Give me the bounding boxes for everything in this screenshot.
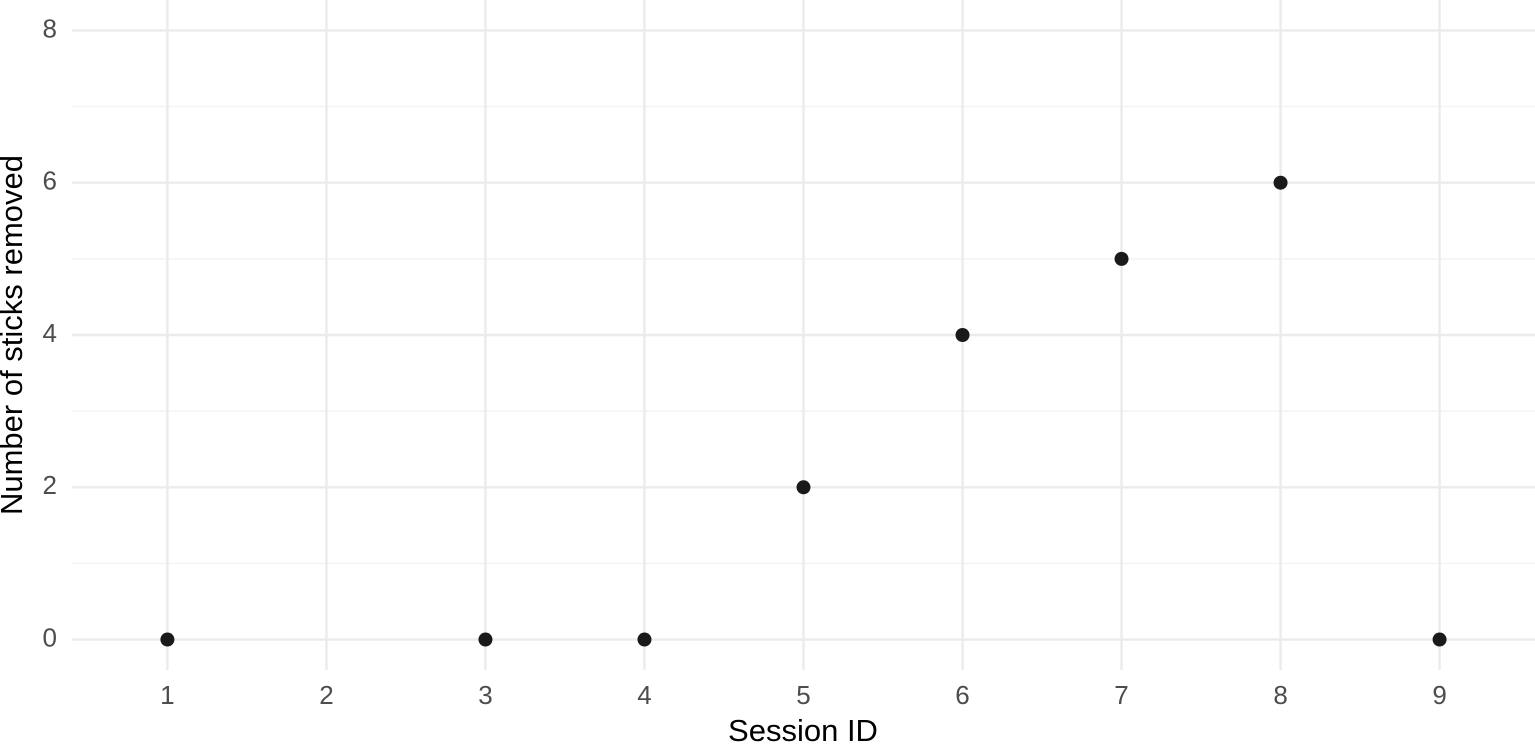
x-tick-label: 7 bbox=[1114, 680, 1128, 710]
y-tick-label: 8 bbox=[43, 13, 57, 43]
point bbox=[955, 328, 970, 342]
x-tick-label: 3 bbox=[478, 680, 492, 710]
y-tick-label: 6 bbox=[43, 166, 57, 196]
point bbox=[478, 632, 493, 647]
point bbox=[1114, 251, 1129, 266]
x-axis-title: Session ID bbox=[728, 713, 878, 745]
point bbox=[160, 632, 175, 647]
x-tick-label: 1 bbox=[160, 680, 174, 710]
point bbox=[796, 480, 811, 495]
x-tick-label: 5 bbox=[796, 680, 810, 710]
y-tick-label: 0 bbox=[43, 622, 57, 652]
x-tick-label: 8 bbox=[1273, 680, 1287, 710]
x-tick-label: 2 bbox=[319, 680, 333, 710]
y-axis-title: Number of sticks removed bbox=[0, 155, 29, 515]
y-tick-label: 4 bbox=[43, 318, 57, 348]
point bbox=[1432, 632, 1447, 647]
x-tick-label: 9 bbox=[1432, 680, 1446, 710]
point bbox=[1273, 175, 1288, 190]
x-tick-label: 4 bbox=[637, 680, 651, 710]
y-tick-label: 2 bbox=[43, 470, 57, 500]
point bbox=[637, 632, 652, 647]
x-tick-label: 6 bbox=[955, 680, 969, 710]
